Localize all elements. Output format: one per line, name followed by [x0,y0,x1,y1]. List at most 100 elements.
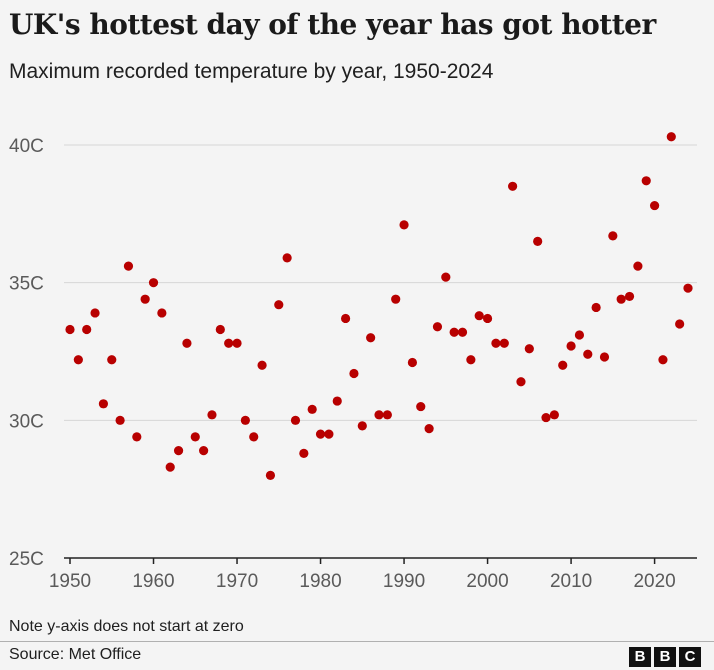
data-point [115,415,125,425]
logo-letter-b1: B [629,647,651,667]
data-point [508,181,518,191]
data-point [558,360,568,370]
data-point [533,236,543,246]
x-tick-label: 2000 [466,571,508,590]
data-point [324,429,334,439]
data-point [182,338,192,348]
data-point [524,344,534,354]
data-point [616,294,626,304]
x-tick-label: 2010 [550,571,592,590]
data-point [608,231,618,241]
data-point [683,283,693,293]
data-point [199,446,209,456]
data-points [65,132,693,480]
x-tick-label: 1980 [299,571,341,590]
x-tick-label: 1950 [49,571,91,590]
data-point [282,253,292,263]
data-point [649,200,660,211]
data-point [399,220,409,230]
data-point [574,330,585,340]
data-point [265,470,276,480]
logo-letter-b2: B [654,647,676,667]
data-point [566,341,576,351]
data-point [482,313,493,324]
x-tick-label: 1970 [216,571,258,590]
scatter-chart: 25C 30C 35C 40C 1950 1960 1970 1980 1990 2000 201… [9,132,697,590]
y-tick-label: 25C [9,549,44,570]
data-point [73,355,83,365]
data-point [315,429,326,439]
data-point [424,423,434,434]
data-point [232,338,242,348]
y-axis-tick-labels: 25C 30C 35C 40C [9,136,44,570]
data-point [382,410,392,420]
data-point [173,446,184,456]
data-point [457,327,468,337]
data-point [123,261,134,271]
x-tick-label: 1990 [383,571,425,590]
x-axis: 1950 1960 1970 1980 1990 2000 2010 2020 [49,557,697,590]
data-point [374,410,384,420]
data-point [148,278,159,288]
data-point [466,355,476,365]
data-point [624,291,635,302]
source-credit: Source: Met Office [9,646,142,663]
data-point [357,421,367,431]
data-point [140,294,150,304]
data-point [240,415,250,425]
data-point [449,327,459,337]
data-point [675,319,685,329]
chart-subtitle: Maximum recorded temperature by year, 19… [9,60,494,83]
data-point [299,448,309,458]
x-tick-label: 2020 [633,571,675,590]
data-point [207,410,217,420]
y-tick-label: 40C [9,136,44,157]
data-point [583,349,593,359]
data-point [257,360,267,370]
data-point [666,132,676,142]
data-point [541,412,551,423]
data-point [307,404,317,414]
data-point [549,410,559,420]
data-point [366,333,376,343]
data-point [499,338,509,348]
data-point [215,324,225,335]
data-point [82,324,92,335]
data-point [249,432,259,442]
data-point [658,355,668,365]
data-point [274,300,284,310]
data-point [641,176,651,186]
data-point [516,377,526,387]
data-point [349,368,359,379]
data-point [474,311,484,321]
data-point [416,401,426,412]
axis-note: Note y-axis does not start at zero [9,618,244,635]
footer-divider [0,641,714,642]
data-point [224,338,234,348]
data-point [132,432,142,442]
data-point [407,357,418,368]
data-point [441,272,451,282]
data-point [340,313,351,324]
logo-letter-c: C [679,647,701,667]
data-point [98,399,109,409]
x-tick-label: 1960 [132,571,174,590]
data-point [165,462,175,472]
data-point [633,261,643,271]
data-point [432,322,443,332]
data-point [491,338,501,348]
y-tick-label: 35C [9,274,44,295]
data-point [107,355,117,365]
data-point [90,308,100,318]
data-point [157,308,167,318]
y-tick-label: 30C [9,411,44,432]
data-point [391,294,401,304]
data-point [290,415,301,425]
data-point [599,352,610,362]
data-point [65,324,75,335]
chart-title: UK's hottest day of the year has got hot… [9,8,656,41]
data-point [190,432,200,442]
bbc-logo: B B C [629,647,701,667]
data-point [332,396,342,406]
gridlines [64,144,697,421]
